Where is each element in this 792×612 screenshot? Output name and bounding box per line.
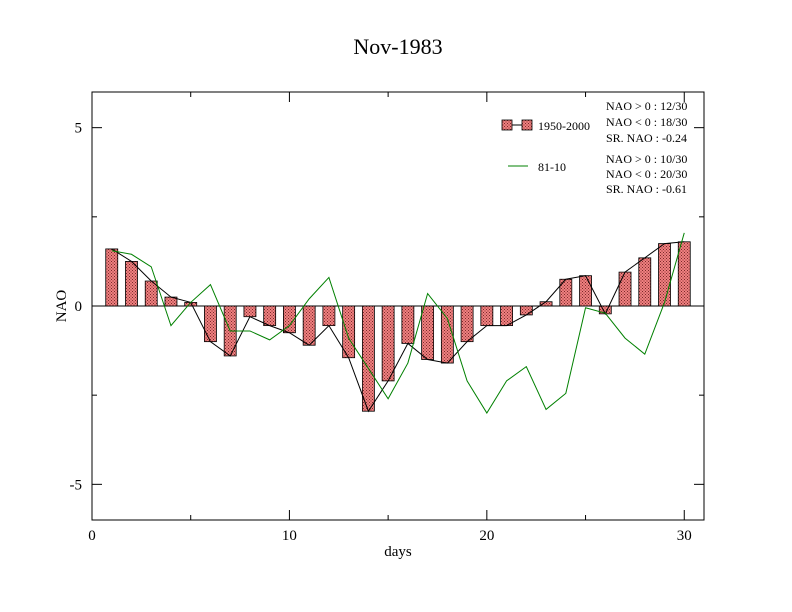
bar-series-connector-line <box>111 241 685 413</box>
bar-day-21 <box>500 305 513 327</box>
bar-day-1 <box>105 248 119 307</box>
bar-day-11 <box>302 305 316 346</box>
stat-nao-negative-1950-2000: NAO < 0 : 18/30 <box>606 115 687 129</box>
x-tick-label: 30 <box>677 528 692 544</box>
bar-day-28 <box>638 257 652 307</box>
chart-title: Nov-1983 <box>353 34 442 59</box>
bar-day-23 <box>539 301 553 307</box>
stat-nao-positive-81-10: NAO > 0 : 10/30 <box>606 152 687 166</box>
stat-nao-negative-81-10: NAO < 0 : 20/30 <box>606 167 687 181</box>
y-axis-label: NAO <box>54 290 70 323</box>
bar-day-14 <box>361 305 375 412</box>
legend-symbol-1950-2000 <box>501 119 533 131</box>
bar-day-30 <box>677 241 691 307</box>
bar-day-22 <box>519 305 533 316</box>
bar-day-12 <box>322 305 336 327</box>
bar-day-24 <box>559 278 573 307</box>
bar-series-1950-2000 <box>105 241 691 412</box>
y-tick-label: -5 <box>70 477 83 493</box>
stat-nao-positive-1950-2000: NAO > 0 : 12/30 <box>606 99 687 113</box>
bar-day-25 <box>579 275 592 307</box>
x-tick-label: 10 <box>282 528 297 544</box>
bar-day-20 <box>480 305 494 327</box>
legend-label-81-10: 81-10 <box>538 160 566 174</box>
y-tick-label: 5 <box>75 121 83 137</box>
x-tick-label: 0 <box>88 528 96 544</box>
bar-day-19 <box>460 305 474 343</box>
bar-day-6 <box>204 305 217 343</box>
x-tick-label: 20 <box>479 528 494 544</box>
line-series-81-10 <box>111 232 685 414</box>
legend-label-1950-2000: 1950-2000 <box>538 119 590 133</box>
legend: 1950-2000 81-10 NAO > 0 : 12/30 NAO < 0 … <box>501 99 687 196</box>
bar-day-2 <box>125 261 138 307</box>
x-axis-label: days <box>384 544 412 560</box>
bar-day-18 <box>440 305 454 364</box>
bar-day-17 <box>421 305 435 360</box>
stat-sr-nao-81-10: SR. NAO : -0.61 <box>606 182 687 196</box>
bar-day-27 <box>618 271 632 307</box>
bar-day-29 <box>658 243 671 307</box>
bar-day-15 <box>381 305 395 382</box>
stat-sr-nao-1950-2000: SR. NAO : -0.24 <box>606 131 687 145</box>
bar-day-16 <box>401 305 415 344</box>
y-tick-label: 0 <box>75 299 83 315</box>
bar-day-8 <box>243 305 257 318</box>
bar-day-9 <box>263 305 277 327</box>
